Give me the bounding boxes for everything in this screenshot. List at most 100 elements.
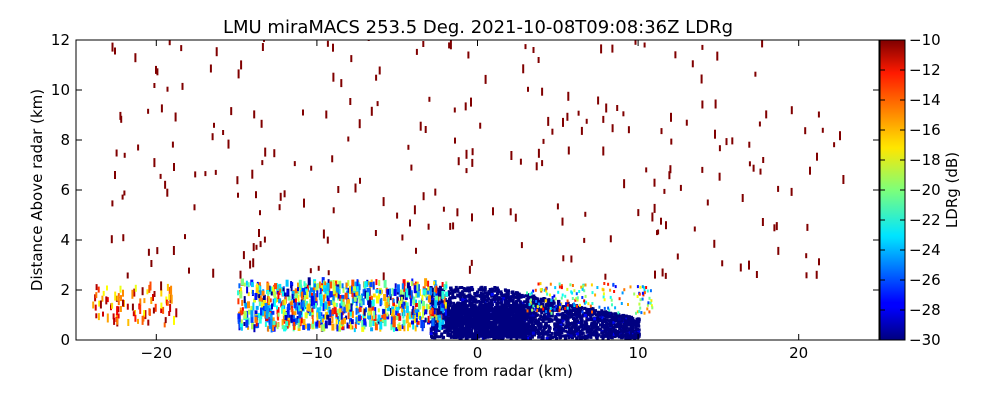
echo-gate-aloft [317,265,320,271]
echo-gate-mixed [402,319,406,326]
echo-gate-mixed [349,304,353,312]
echo-gate-core [464,328,469,333]
echo-gate-near [434,311,438,315]
echo-gate-near [555,305,559,309]
echo-gate-near [625,319,629,323]
echo-gate-mixed [368,319,372,327]
echo-gate-near [507,298,511,302]
echo-gate-near [602,310,606,314]
echo-gate-right [620,302,623,305]
echo-gate-near [496,290,500,294]
echo-gate-near [613,323,617,327]
echo-gate-near [570,327,574,331]
echo-gate-near [533,333,536,337]
echo-gate-aloft [156,68,159,76]
echo-gate-aloft [122,234,125,242]
echo-gate-mixed [391,309,395,317]
colorbar-tick-label: −26 [909,271,941,289]
echo-gate-near [601,310,605,314]
echo-gate-core [468,334,473,339]
echo-gate-near [578,330,582,334]
echo-gate-near [438,305,441,309]
echo-gate-core [475,315,479,320]
echo-gate-near [451,293,455,297]
echo-gate-aloft [651,212,654,222]
echo-gate-aloft [643,42,646,48]
echo-gate-core [467,316,472,321]
echo-gate-core [479,306,484,311]
echo-gate-near [582,327,586,331]
echo-gate-right [584,294,587,298]
echo-gate-mixed [273,291,277,298]
echo-gate-core [522,335,526,340]
echo-gate-mixed [250,315,254,323]
echo-gate-near [547,298,551,302]
echo-gate-near [465,299,469,303]
echo-gate-mixed [349,321,352,330]
echo-gate-near [603,313,607,317]
echo-gate-aloft [562,255,565,262]
echo-gate-near [606,336,610,340]
echo-gate-aloft [115,149,118,157]
echo-gate-near [634,330,638,334]
echo-gate-near [516,291,520,295]
echo-gate-aloft [479,122,482,129]
echo-gate-aloft [166,188,169,197]
echo-gate-right [636,295,639,298]
echo-gate-farleft [150,297,153,304]
echo-gate-near [531,331,535,335]
echo-gate-mixed [441,319,445,325]
echo-gate-near [577,334,581,338]
echo-gate-mixed [276,305,278,310]
echo-gate-right [648,296,651,300]
colorbar-tick-label: −12 [909,61,941,79]
echo-gate-near [556,321,560,325]
echo-gate-aloft [171,141,174,148]
echo-gate-mixed [262,294,266,302]
echo-gate-farleft [117,293,120,299]
echo-gate-near [628,316,632,320]
echo-gate-near [571,333,575,337]
echo-gate-aloft [818,258,820,266]
echo-gate-core [447,328,452,333]
echo-gate-core [489,321,494,325]
echo-gate-aloft [150,260,153,267]
echo-gate-aloft [585,118,588,124]
echo-gate-aloft [527,86,529,92]
echo-gate-mixed [250,282,254,288]
echo-gate-near [532,302,536,306]
echo-gate-core [503,316,507,321]
echo-gate-core [520,316,525,321]
echo-gate-right [645,286,648,289]
echo-gate-mixed [254,316,258,323]
echo-gate-farleft [142,315,145,322]
echo-gate-mixed [276,307,280,315]
echo-gate-core [510,325,515,330]
echo-gate-mixed [361,326,365,332]
echo-gate-near [507,296,511,300]
echo-gate-mixed [322,326,325,332]
echo-gate-mixed [258,282,261,287]
echo-gate-mixed [286,290,289,295]
echo-gate-mixed [327,295,330,302]
echo-gate-near [585,336,589,340]
echo-gate-near [613,316,617,320]
echo-gate-aloft [645,167,648,173]
echo-gate-right [566,299,569,303]
echo-gate-mixed [289,301,293,306]
echo-gate-mixed [324,320,328,329]
echo-gate-farleft [160,302,163,309]
echo-gate-mixed [311,308,314,313]
echo-gate-aloft [465,168,468,174]
echo-gate-mixed [427,304,430,310]
echo-gate-core [471,324,476,329]
echo-gate-core [449,325,454,330]
echo-gate-near [562,327,565,331]
echo-gate-mixed [370,327,374,332]
echo-gate-aloft [661,268,664,277]
echo-gate-near [533,304,537,308]
echo-gate-near [625,329,629,333]
echo-gate-aloft [471,148,474,156]
echo-gate-aloft [754,71,757,77]
echo-gate-near [589,318,593,322]
